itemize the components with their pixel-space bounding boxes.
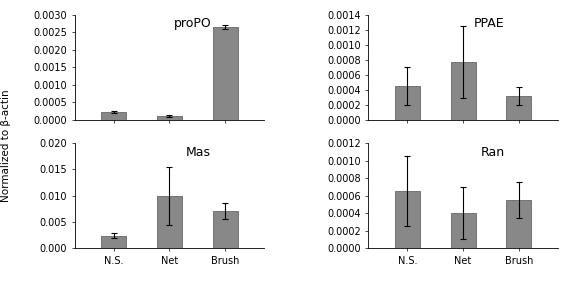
Text: Normalized to β-actin: Normalized to β-actin — [1, 90, 11, 202]
Bar — [506, 200, 531, 248]
Bar — [395, 191, 420, 248]
Bar — [101, 236, 126, 248]
Bar — [101, 112, 126, 120]
Bar — [506, 96, 531, 120]
Text: proPO: proPO — [174, 17, 211, 30]
Bar — [157, 196, 182, 248]
Bar — [213, 27, 237, 120]
Text: PPAE: PPAE — [474, 17, 505, 30]
Bar — [157, 116, 182, 120]
Bar — [450, 62, 476, 120]
Text: Mas: Mas — [186, 146, 211, 159]
Bar — [395, 86, 420, 120]
Bar — [450, 213, 476, 248]
Bar — [213, 211, 237, 248]
Text: Ran: Ran — [481, 146, 505, 159]
